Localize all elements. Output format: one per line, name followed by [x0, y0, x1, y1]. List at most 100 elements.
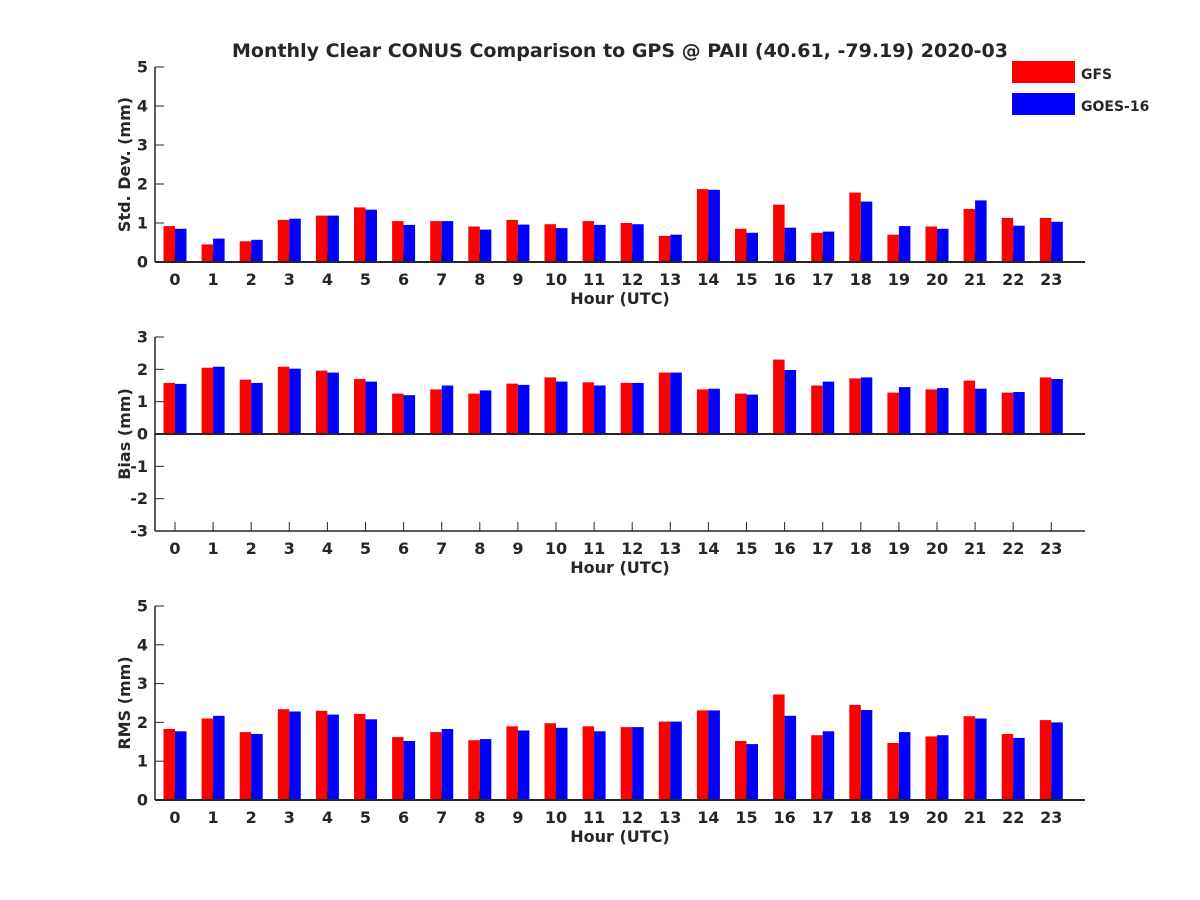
- bar-gfs-hour-1: [201, 367, 214, 434]
- bar-goes16-hour-4: [327, 215, 339, 262]
- bar-goes16-hour-5: [365, 381, 377, 434]
- x-tick-label: 15: [735, 808, 757, 827]
- x-tick-label: 6: [398, 270, 409, 289]
- bar-gfs-hour-14: [696, 189, 709, 262]
- bar-goes16-hour-17: [822, 381, 835, 434]
- bar-gfs-hour-6: [392, 221, 404, 262]
- x-tick-label: 0: [169, 270, 180, 289]
- bar-goes16-hour-9: [517, 384, 530, 434]
- bar-goes16-hour-16: [784, 715, 797, 800]
- x-tick-label: 22: [1002, 808, 1024, 827]
- bar-goes16-hour-8: [479, 390, 492, 434]
- bar-gfs-hour-21: [963, 380, 976, 434]
- bar-gfs-hour-15: [735, 393, 747, 434]
- bar-goes16-hour-21: [975, 200, 987, 262]
- x-tick-label: 12: [621, 270, 643, 289]
- bar-goes16-hour-18: [860, 377, 873, 434]
- bar-goes16-hour-23: [1051, 221, 1063, 262]
- x-tick-label: 13: [659, 270, 681, 289]
- x-tick-label: 18: [850, 270, 872, 289]
- legend-label-gfs: GFS: [1081, 67, 1112, 83]
- x-tick-label: 11: [583, 808, 605, 827]
- bar-gfs-hour-17: [811, 385, 823, 434]
- bar-goes16-hour-8: [479, 739, 492, 800]
- x-tick-label: 8: [474, 808, 485, 827]
- x-tick-label: 12: [621, 808, 643, 827]
- x-tick-label: 23: [1040, 808, 1062, 827]
- bar-gfs-hour-21: [963, 209, 976, 262]
- x-tick-label: 17: [812, 270, 834, 289]
- x-tick-label: 19: [888, 539, 910, 558]
- bar-gfs-hour-20: [925, 226, 937, 262]
- bar-gfs-hour-11: [582, 221, 595, 262]
- x-tick-label: 2: [246, 539, 257, 558]
- bar-goes16-hour-12: [632, 224, 644, 262]
- bar-goes16-hour-22: [1013, 225, 1025, 262]
- bar-gfs-hour-0: [163, 729, 175, 800]
- x-tick-label: 14: [697, 539, 719, 558]
- bar-goes16-hour-6: [403, 741, 416, 800]
- bar-gfs-hour-4: [315, 215, 328, 262]
- bar-goes16-hour-2: [251, 239, 263, 262]
- bar-goes16-hour-19: [898, 226, 911, 262]
- bar-goes16-hour-0: [175, 731, 187, 800]
- bar-goes16-hour-18: [860, 710, 873, 800]
- y-tick-label: 0: [137, 791, 148, 810]
- x-tick-label: 1: [208, 539, 219, 558]
- x-tick-label: 9: [512, 539, 523, 558]
- bar-goes16-hour-7: [441, 221, 454, 262]
- bar-gfs-hour-22: [1001, 392, 1014, 434]
- bar-gfs-hour-10: [544, 224, 556, 262]
- bar-goes16-hour-4: [327, 372, 339, 434]
- x-tick-label: 21: [964, 270, 986, 289]
- bar-goes16-hour-10: [556, 727, 568, 800]
- bar-goes16-hour-16: [784, 227, 797, 262]
- x-tick-label: 9: [512, 808, 523, 827]
- x-tick-label: 20: [926, 270, 948, 289]
- x-tick-label: 6: [398, 539, 409, 558]
- bar-gfs-hour-21: [963, 716, 976, 800]
- bar-gfs-hour-5: [354, 713, 366, 800]
- bar-goes16-hour-14: [708, 710, 720, 800]
- bar-gfs-hour-6: [392, 393, 404, 434]
- bar-gfs-hour-13: [658, 235, 671, 262]
- bar-goes16-hour-13: [670, 721, 682, 800]
- x-tick-label: 20: [926, 808, 948, 827]
- bar-goes16-hour-17: [822, 731, 835, 800]
- bar-goes16-hour-13: [670, 372, 682, 434]
- y-tick-label: 4: [137, 635, 148, 654]
- bar-goes16-hour-12: [632, 727, 644, 800]
- y-axis-label: Std. Dev. (mm): [115, 97, 134, 232]
- x-tick-label: 3: [284, 539, 295, 558]
- x-tick-label: 5: [360, 539, 371, 558]
- bar-gfs-hour-5: [354, 379, 366, 434]
- x-tick-label: 13: [659, 539, 681, 558]
- bar-gfs-hour-16: [773, 204, 785, 262]
- x-tick-label: 11: [583, 539, 605, 558]
- bar-goes16-hour-3: [289, 711, 301, 800]
- bar-gfs-hour-23: [1039, 720, 1052, 800]
- chart-title: Monthly Clear CONUS Comparison to GPS @ …: [232, 40, 1008, 62]
- bar-goes16-hour-22: [1013, 737, 1025, 800]
- x-tick-label: 12: [621, 539, 643, 558]
- bar-gfs-hour-4: [315, 710, 328, 800]
- x-axis-label: Hour (UTC): [570, 289, 670, 308]
- bar-goes16-hour-20: [937, 735, 949, 800]
- y-tick-label: 3: [137, 674, 148, 693]
- bar-goes16-hour-4: [327, 714, 339, 800]
- bar-gfs-hour-14: [696, 389, 709, 434]
- bar-goes16-hour-6: [403, 224, 416, 262]
- bar-goes16-hour-20: [937, 228, 949, 262]
- y-tick-label: 1: [137, 214, 148, 233]
- x-tick-label: 11: [583, 270, 605, 289]
- bar-goes16-hour-7: [441, 729, 454, 800]
- bar-goes16-hour-8: [479, 229, 492, 262]
- x-tick-label: 4: [322, 808, 333, 827]
- x-tick-label: 3: [284, 270, 295, 289]
- y-tick-label: -1: [130, 457, 148, 476]
- bar-goes16-hour-23: [1051, 722, 1063, 800]
- bar-gfs-hour-11: [582, 382, 595, 434]
- x-tick-label: 22: [1002, 270, 1024, 289]
- bar-gfs-hour-9: [506, 219, 518, 262]
